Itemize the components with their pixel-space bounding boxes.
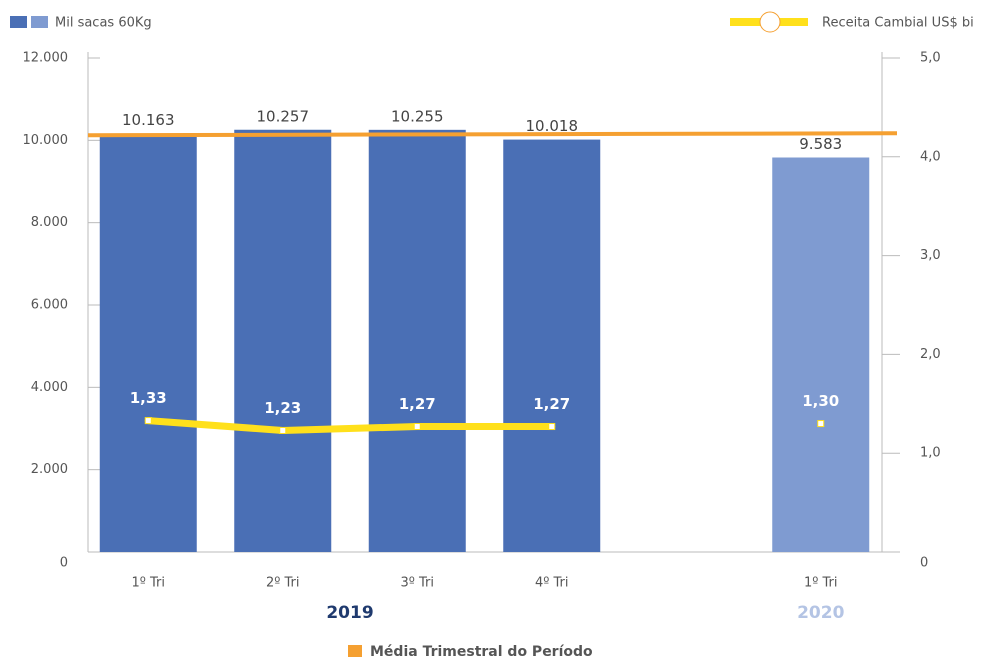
legend-swatch [31,16,48,28]
legend-swatch [348,645,362,657]
line [144,417,556,434]
y-tick-label: 4.000 [31,380,68,395]
line-value-label: 1,27 [399,395,436,413]
y-tick-label: 8.000 [31,215,68,230]
reference-line [87,131,898,138]
y2-tick-label: 0 [920,556,928,571]
bar [368,129,466,553]
bar [503,139,601,552]
y-tick-label: 12.000 [23,51,69,66]
y-tick-label: 10.000 [23,133,69,148]
line-point [548,423,556,431]
y-tick-label: 6.000 [31,298,68,313]
x-tick-label: 2º Tri [266,576,300,591]
bar-value-label: 10.018 [526,117,579,135]
line-point [279,426,287,434]
y-tick-label: 2.000 [31,462,68,477]
line-value-label: 1,23 [264,399,301,417]
line-point [413,423,421,431]
bar [99,133,197,552]
bar [234,129,332,553]
x-tick-label: 1º Tri [804,576,838,591]
y2-tick-label: 3,0 [920,248,941,263]
bar-value-label: 10.257 [257,107,310,125]
group-label: 2019 [326,603,373,623]
legend-label: Média Trimestral do Período [370,644,593,660]
legend-swatch [759,11,781,33]
y2-tick-label: 4,0 [920,149,941,164]
y-tick-label: 0 [60,556,68,571]
x-tick-label: 4º Tri [535,576,569,591]
line-point [144,417,152,425]
legend-swatch [10,16,27,28]
y2-tick-label: 2,0 [920,347,941,362]
line-value-label: 1,27 [533,395,570,413]
line-value-label: 1,30 [802,392,839,410]
legend-label: Receita Cambial US$ bi [822,16,974,31]
legend-label: Mil sacas 60Kg [55,16,152,31]
bar-value-label: 9.583 [799,135,842,153]
group-label: 2020 [797,603,844,623]
bar-value-label: 10.255 [391,107,444,125]
x-tick-label: 1º Tri [131,576,165,591]
bar-value-label: 10.163 [122,111,175,129]
bar [772,157,870,553]
y2-tick-label: 5,0 [920,51,941,66]
x-tick-label: 3º Tri [400,576,434,591]
line-value-label: 1,33 [130,389,167,407]
y2-tick-label: 1,0 [920,446,941,461]
line-point [817,420,825,428]
